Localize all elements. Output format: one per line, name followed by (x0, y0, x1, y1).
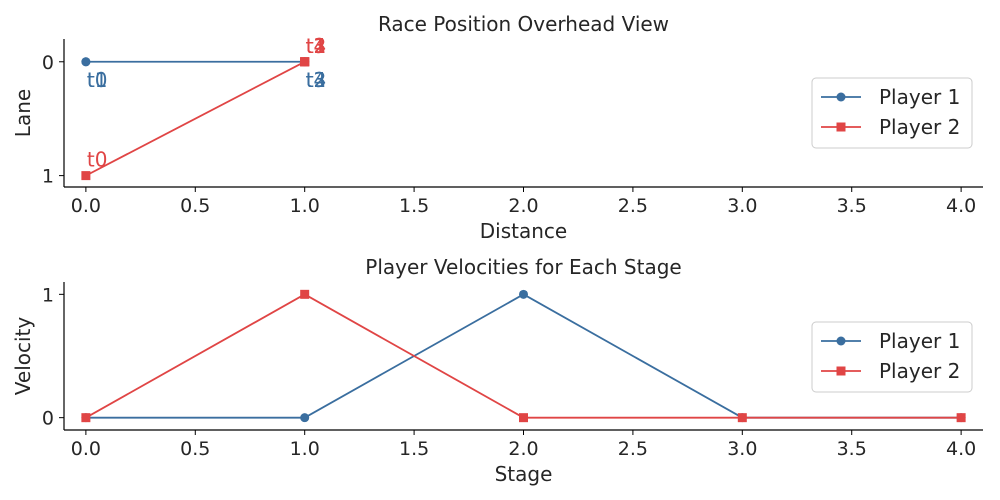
point-label: t4 (306, 68, 327, 92)
point-label: t2 (306, 34, 327, 58)
chart-title: Race Position Overhead View (378, 12, 669, 36)
x-tick-label: 1.0 (290, 438, 320, 460)
chart-title: Player Velocities for Each Stage (365, 255, 681, 279)
y-tick-label: 0 (42, 52, 54, 74)
legend: Player 1 Player 2 (811, 77, 973, 149)
legend-marker (836, 366, 846, 376)
point-label: t3 (306, 34, 327, 58)
data-point (81, 413, 91, 423)
y-tick-label: 1 (42, 284, 54, 306)
point-label: t1 (306, 34, 327, 58)
x-tick-label: 3.5 (837, 195, 867, 217)
x-tick-label: 2.5 (618, 195, 648, 217)
x-tick-label: 0.0 (71, 438, 101, 460)
x-tick-label: 2.0 (508, 438, 538, 460)
point-label: t0 (87, 68, 108, 92)
point-label: t1 (87, 68, 108, 92)
legend-marker (836, 336, 846, 346)
legend-marker (836, 92, 846, 102)
x-tick-label: 4.0 (946, 195, 976, 217)
x-tick-label: 1.0 (290, 195, 320, 217)
x-tick-label: 0.5 (180, 438, 210, 460)
point-label: t3 (306, 68, 327, 92)
x-axis-label: Distance (480, 219, 567, 243)
x-tick-label: 1.5 (399, 438, 429, 460)
legend-box (811, 77, 973, 149)
legend-label: Player 1 (879, 85, 960, 109)
x-tick-label: 1.5 (399, 195, 429, 217)
data-point (519, 413, 528, 423)
chart-1: Race Position Overhead View 0.0 0.5 1.0 1.5 2… (11, 12, 983, 243)
x-axis-label: Stage (495, 462, 553, 486)
x-tick-label: 3.0 (727, 195, 757, 217)
point-label: t2 (306, 68, 327, 92)
x-tick-label: 4.0 (946, 438, 976, 460)
data-point (737, 413, 747, 423)
y-axis-label: Velocity (11, 317, 35, 396)
series-line-player-2 (85, 60, 306, 177)
legend: Player 1 Player 2 (811, 321, 973, 393)
data-point (956, 413, 966, 423)
point-label: t4 (306, 34, 327, 58)
legend-label: Player 2 (879, 115, 960, 139)
y-tick-label: 1 (42, 166, 54, 188)
data-point (81, 171, 91, 181)
x-tick-label: 3.0 (727, 438, 757, 460)
data-point (300, 57, 310, 67)
legend-label: Player 1 (879, 329, 960, 353)
y-tick-label: 0 (42, 408, 54, 430)
data-point (300, 289, 310, 299)
x-tick-label: 2.5 (618, 438, 648, 460)
x-tick-label: 0.0 (71, 195, 101, 217)
legend-marker (836, 122, 846, 132)
chart-2: Player Velocities for Each Stage 0.0 0.5 1.… (11, 255, 983, 486)
data-point (519, 289, 528, 299)
y-axis-label: Lane (11, 89, 35, 137)
x-tick-label: 2.0 (508, 195, 538, 217)
legend-label: Player 2 (879, 359, 960, 383)
legend-box (811, 321, 973, 393)
data-point (300, 413, 310, 423)
x-tick-label: 0.5 (180, 195, 210, 217)
point-label: t0 (87, 148, 108, 172)
x-tick-label: 3.5 (837, 438, 867, 460)
data-point (81, 57, 91, 67)
